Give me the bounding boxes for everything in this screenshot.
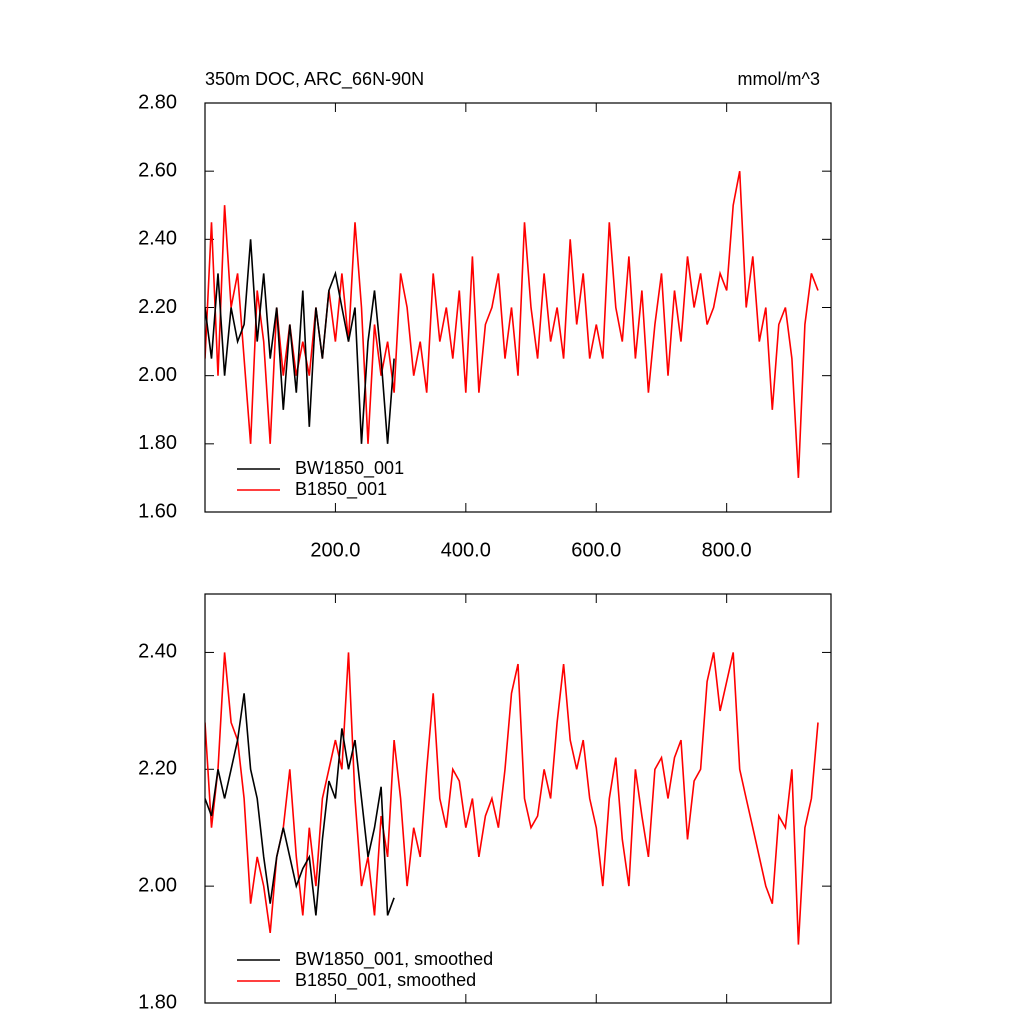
series-line [205, 239, 395, 444]
legend-label: B1850_001 [295, 479, 387, 500]
y-tick-label: 2.20 [138, 758, 177, 780]
x-tick-label: 800.0 [702, 539, 752, 561]
y-tick-label: 2.20 [138, 296, 177, 318]
x-tick-label: 600.0 [571, 539, 621, 561]
series-line [205, 693, 395, 916]
plot-frame [204, 102, 832, 513]
legend-label: B1850_001, smoothed [295, 970, 476, 991]
y-tick-label: 2.60 [138, 159, 177, 181]
y-tick-label: 1.80 [138, 432, 177, 454]
units-label: mmol/m^3 [738, 69, 820, 89]
y-tick-label: 1.60 [138, 500, 177, 522]
chart-title: 350m DOC, ARC_66N-90N [205, 69, 424, 90]
y-tick-label: 2.00 [138, 364, 177, 386]
y-tick-label: 2.00 [138, 874, 177, 896]
y-tick-label: 1.80 [138, 991, 177, 1013]
y-tick-label: 2.80 [138, 91, 177, 113]
legend-label: BW1850_001 [295, 458, 404, 479]
series-line [205, 652, 819, 945]
legend-label: BW1850_001, smoothed [295, 949, 493, 970]
y-tick-label: 2.40 [138, 228, 177, 250]
plot-frame [204, 593, 832, 1004]
x-tick-label: 200.0 [310, 539, 360, 561]
x-tick-label: 400.0 [441, 539, 491, 561]
y-tick-label: 2.40 [138, 641, 177, 663]
series-line [205, 171, 819, 478]
